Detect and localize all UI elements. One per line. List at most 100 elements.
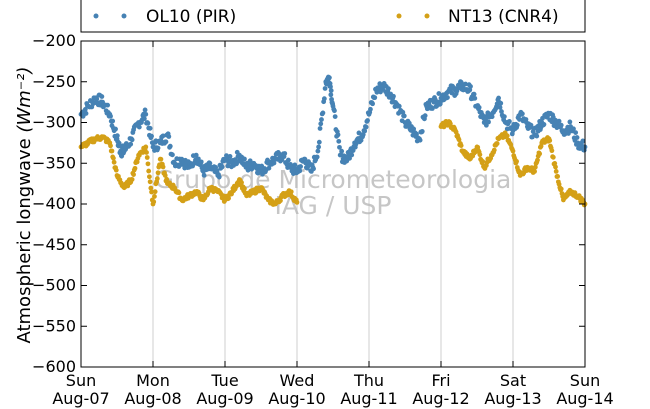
data-point (368, 106, 373, 112)
data-point (476, 105, 482, 110)
data-point (109, 148, 115, 154)
x-tick-label-date: Aug-07 (52, 389, 109, 408)
data-point (328, 88, 334, 93)
data-point (131, 172, 136, 177)
data-point (362, 128, 368, 134)
data-point (167, 143, 173, 149)
data-point (160, 164, 166, 170)
data-point (360, 132, 366, 138)
data-point (447, 121, 453, 127)
x-tick-label-day: Sat (500, 371, 526, 390)
data-point (429, 106, 435, 111)
data-point (110, 118, 116, 124)
data-point (553, 164, 558, 170)
data-point (332, 114, 338, 119)
data-point (456, 137, 462, 143)
data-point (507, 118, 512, 124)
data-point (108, 143, 113, 149)
data-point (491, 147, 497, 153)
x-tick-label-day: Tue (210, 371, 238, 390)
data-point (129, 177, 135, 182)
data-point (556, 118, 562, 124)
data-point (148, 185, 154, 191)
y-axis-label-units: (Wm⁻²) (14, 66, 35, 132)
data-point (339, 148, 345, 154)
data-point (372, 95, 378, 101)
x-tick-label-date: Aug-09 (196, 389, 253, 408)
data-point (226, 195, 232, 201)
data-point (141, 116, 147, 122)
data-point (198, 159, 204, 165)
data-point (214, 168, 220, 174)
data-point (471, 91, 477, 97)
series-points (78, 74, 588, 208)
data-point (288, 189, 294, 195)
data-point (580, 138, 586, 144)
data-point (193, 152, 199, 158)
data-point (549, 148, 555, 154)
data-point (555, 174, 561, 179)
legend: OL10 (PIR) NT13 (CNR4) (80, 0, 586, 33)
data-point (327, 75, 332, 81)
data-point (498, 100, 504, 106)
y-tick-label: −200 (32, 31, 76, 50)
data-point (316, 139, 322, 145)
data-point (145, 120, 151, 126)
x-tick-label-day: Wed (280, 371, 315, 390)
x-tick-label-day: Fri (431, 371, 450, 390)
data-point (146, 168, 152, 174)
legend-box (80, 0, 586, 33)
data-point (336, 138, 342, 144)
data-point (510, 148, 516, 154)
data-point (316, 144, 321, 150)
data-point (494, 141, 500, 146)
data-point (117, 143, 122, 149)
data-point (365, 118, 370, 123)
data-point (207, 160, 213, 166)
legend-marker-1a (93, 13, 99, 19)
data-point (414, 131, 419, 137)
data-point (485, 110, 491, 116)
x-tick-label-date: Aug-08 (124, 389, 181, 408)
data-point (145, 161, 151, 167)
data-point (152, 189, 158, 195)
data-point (315, 148, 321, 154)
data-point (417, 137, 423, 143)
data-point (445, 95, 450, 100)
y-tick-label: −600 (32, 357, 76, 376)
data-point (532, 164, 538, 170)
data-point (468, 83, 473, 89)
data-point (278, 198, 283, 204)
data-point (558, 186, 564, 192)
data-point (99, 94, 105, 99)
y-tick-label: −350 (32, 153, 76, 172)
y-tick-label: −550 (32, 316, 76, 335)
y-tick-label: −250 (32, 72, 76, 91)
data-point (158, 156, 164, 162)
data-point (108, 113, 113, 119)
data-point (391, 93, 396, 99)
data-point (113, 167, 119, 173)
data-point (314, 154, 320, 160)
data-point (320, 110, 326, 116)
x-tick-label-day: Sun (570, 371, 600, 390)
data-point (142, 107, 148, 113)
data-point (328, 92, 334, 98)
series-1 (78, 118, 588, 208)
data-point (574, 135, 580, 140)
data-point (550, 154, 556, 160)
data-point (144, 150, 149, 155)
data-point (419, 129, 425, 134)
data-point (271, 160, 277, 166)
data-point (541, 121, 547, 127)
data-point (463, 81, 468, 87)
data-point (163, 139, 169, 145)
data-point (147, 174, 152, 180)
data-point (337, 144, 342, 150)
y-tick-label: −300 (32, 113, 76, 132)
x-tick-label-date: Aug-11 (340, 389, 397, 408)
data-point (292, 162, 298, 168)
data-point (401, 113, 407, 119)
data-point (170, 152, 175, 158)
data-point (363, 124, 369, 130)
